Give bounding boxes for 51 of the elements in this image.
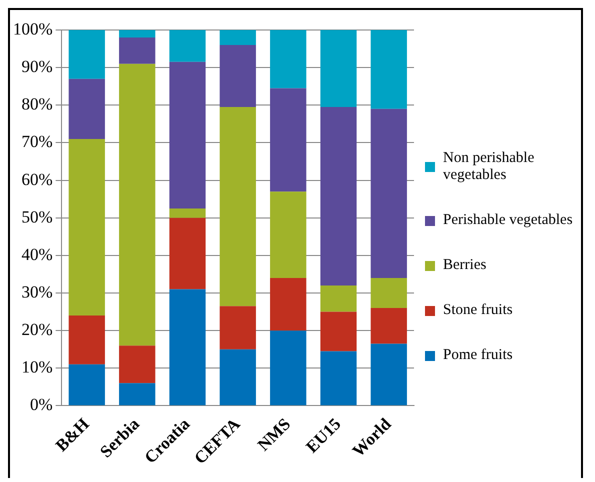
bar — [220, 45, 256, 108]
bar — [370, 344, 407, 406]
bar — [320, 107, 357, 286]
bar — [320, 285, 357, 312]
bar — [270, 88, 306, 192]
bar — [270, 278, 306, 331]
bar — [220, 306, 256, 350]
y-tick-label: 0% — [30, 395, 53, 414]
bar — [270, 192, 306, 278]
bar — [370, 108, 407, 278]
bar — [270, 30, 306, 88]
bar — [370, 278, 407, 308]
bar — [370, 308, 407, 344]
y-tick-label: 10% — [21, 358, 53, 377]
bar — [220, 30, 256, 46]
bar — [119, 64, 156, 346]
bar — [169, 289, 206, 406]
bar — [68, 364, 105, 406]
bar — [119, 30, 156, 38]
y-tick-label: 20% — [21, 320, 53, 340]
bar — [270, 330, 306, 406]
bar — [119, 38, 156, 64]
bar — [370, 30, 407, 109]
y-tick-label: 60% — [21, 170, 53, 189]
y-tick-label: 80% — [21, 94, 53, 114]
bar — [320, 30, 357, 108]
bar — [320, 351, 357, 406]
legend-label: Pome fruits — [443, 347, 513, 364]
y-tick-label: 70% — [21, 132, 53, 152]
bar — [169, 218, 206, 290]
bar — [220, 349, 256, 406]
bar — [68, 78, 105, 139]
y-tick-label: 50% — [21, 207, 53, 226]
bar — [119, 383, 156, 406]
bar — [169, 62, 206, 208]
bar — [320, 312, 357, 352]
bar — [68, 138, 105, 316]
y-tick-label: 40% — [21, 244, 53, 264]
legend-label: Non perishable vegetables — [443, 150, 536, 184]
bar — [119, 346, 156, 384]
legend-label: Stone fruits — [443, 302, 513, 319]
bar — [169, 208, 206, 218]
y-tick-label: 30% — [21, 282, 53, 302]
bar — [169, 30, 206, 62]
legend-label: Berries — [443, 257, 486, 274]
bar — [68, 316, 105, 364]
y-tick-label: 90% — [21, 57, 53, 76]
y-tick-label: 100% — [12, 19, 53, 38]
bar — [68, 30, 105, 79]
bar — [220, 107, 256, 306]
legend-label: Perishable vegetables — [443, 212, 573, 229]
